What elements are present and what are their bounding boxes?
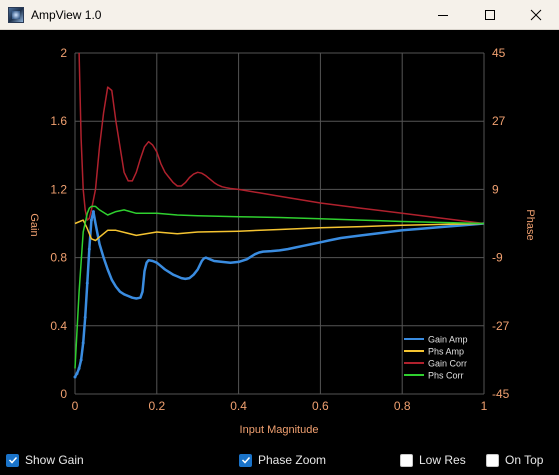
x-axis-label: Input Magnitude	[240, 424, 319, 436]
x-tick-label: 0.6	[312, 399, 329, 413]
chart-grid	[74, 52, 485, 395]
gain-amp-point	[77, 366, 81, 370]
y-left-tick-label: 0.4	[50, 319, 67, 333]
options-bar: Show Gain Phase Zoom Low Res On Top	[0, 445, 559, 475]
show-gain-checkbox[interactable]: Show Gain	[6, 453, 84, 467]
legend-label: Phs Amp	[428, 347, 464, 357]
minimize-icon	[438, 15, 448, 16]
y-left-tick-label: 0	[60, 387, 67, 401]
x-axis-ticks: 0 0.2 0.4 0.6 0.8 1	[72, 399, 488, 413]
legend-label: Phs Corr	[428, 371, 464, 381]
x-tick-label: 0.4	[230, 399, 247, 413]
series-line-gain-amp	[73, 210, 485, 378]
y-right-tick-label: 9	[492, 182, 499, 196]
y-right-axis-ticks: -45 -27 -9 9 27 45	[492, 46, 510, 401]
chart-area[interactable]: 0 0.2 0.4 0.6 0.8 1 0 0.4 0.8 1.2 1.6 2 -45 -27 -9 9 2…	[0, 30, 559, 445]
app-icon	[8, 7, 24, 23]
phase-zoom-check-icon[interactable]	[239, 453, 252, 467]
gain-amp-point	[91, 210, 95, 214]
maximize-icon	[485, 10, 495, 20]
gain-amp-point	[85, 281, 89, 285]
close-button[interactable]	[513, 0, 559, 30]
amplitude-chart[interactable]: 0 0.2 0.4 0.6 0.8 1 0 0.4 0.8 1.2 1.6 2 -45 -27 -9 9 2…	[0, 30, 559, 445]
x-tick-label: 0.2	[148, 399, 165, 413]
y-right-tick-label: -45	[492, 387, 510, 401]
gain-amp-point	[83, 315, 87, 319]
on-top-box-icon[interactable]	[486, 453, 499, 467]
on-top-checkbox[interactable]: On Top	[486, 453, 543, 467]
chart-series	[73, 52, 485, 379]
y-left-axis-label: Gain	[28, 213, 40, 236]
maximize-button[interactable]	[467, 0, 513, 30]
series-line-phs-corr	[74, 205, 485, 369]
y-right-tick-label: -27	[492, 319, 510, 333]
gain-amp-point	[87, 247, 91, 251]
on-top-label: On Top	[505, 453, 544, 467]
low-res-label: Low Res	[419, 453, 466, 467]
low-res-box-icon[interactable]	[400, 453, 413, 467]
show-gain-label: Show Gain	[25, 453, 84, 467]
title-bar[interactable]: AmpView 1.0	[0, 0, 559, 30]
gain-amp-point	[81, 341, 85, 345]
gain-amp-point	[89, 218, 93, 222]
legend-label: Gain Corr	[428, 359, 467, 369]
y-left-tick-label: 1.2	[50, 182, 67, 196]
window-title: AmpView 1.0	[31, 8, 102, 22]
low-res-checkbox[interactable]: Low Res	[400, 453, 466, 467]
y-left-tick-label: 1.6	[50, 114, 67, 128]
y-right-tick-label: 45	[492, 46, 506, 60]
series-line-phs-amp	[74, 219, 485, 242]
gain-amp-point	[75, 372, 79, 376]
y-right-tick-label: -9	[492, 251, 503, 265]
chart-legend: Gain Amp Phs Amp Gain Corr Phs Corr	[404, 335, 468, 381]
y-left-axis-ticks: 0 0.4 0.8 1.2 1.6 2	[50, 46, 67, 401]
gain-amp-point	[79, 358, 83, 362]
y-right-tick-label: 27	[492, 114, 506, 128]
close-icon	[530, 9, 542, 21]
minimize-button[interactable]	[420, 0, 466, 30]
phase-zoom-label: Phase Zoom	[258, 453, 327, 467]
x-tick-label: 0.8	[394, 399, 411, 413]
y-left-tick-label: 0.8	[50, 251, 67, 265]
y-right-axis-label: Phase	[524, 209, 536, 240]
x-tick-label: 1	[481, 399, 488, 413]
phase-zoom-checkbox[interactable]: Phase Zoom	[239, 453, 326, 467]
y-left-tick-label: 2	[60, 46, 67, 60]
series-line-gain-corr	[78, 52, 485, 225]
show-gain-check-icon[interactable]	[6, 453, 19, 467]
x-tick-label: 0	[72, 399, 79, 413]
legend-label: Gain Amp	[428, 335, 468, 345]
gain-amp-point	[73, 375, 77, 379]
